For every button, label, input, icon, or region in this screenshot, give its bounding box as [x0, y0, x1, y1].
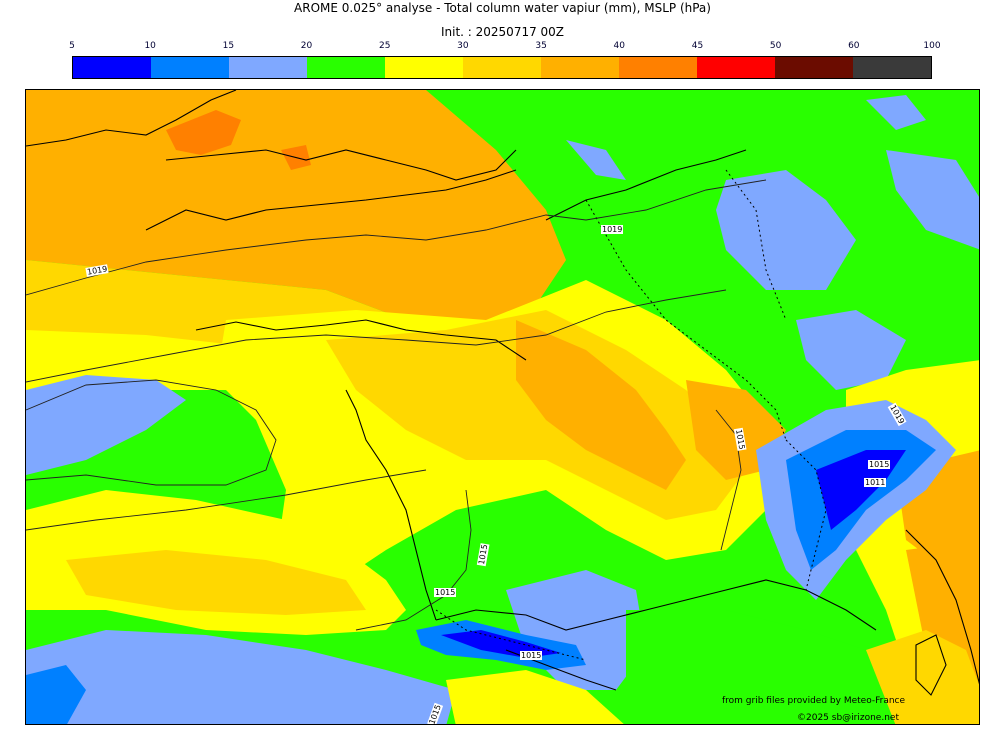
tcwv-field-35-40-northwest — [26, 90, 566, 340]
colorbar-tick-label: 15 — [222, 41, 235, 51]
data-source-credit: from grib files provided by Meteo-France — [722, 696, 906, 706]
tcwv-field-40-45-uk — [166, 110, 241, 155]
colorbar-segment — [697, 57, 775, 78]
colorbar-segment — [853, 57, 931, 78]
tcwv-field-15-20-germany — [716, 170, 856, 290]
tcwv-field-alps-deepblue — [816, 450, 906, 530]
tcwv-field-15-20-iberia — [26, 630, 456, 724]
colorbar-tick-label: 50 — [769, 41, 782, 51]
colorbar-segment — [151, 57, 229, 78]
colorbar — [72, 56, 932, 79]
colorbar-segment — [463, 57, 541, 78]
colorbar-tick-label: 35 — [535, 41, 547, 51]
colorbar-tick-label: 40 — [613, 41, 625, 51]
colorbar-tick-label: 60 — [848, 41, 860, 51]
tcwv-field-35-40-france — [516, 320, 686, 490]
tcwv-field-30-35-biscay — [66, 550, 366, 615]
tcwv-field-20-25-mediterranean — [626, 610, 886, 724]
map-canvas — [26, 90, 979, 724]
init-time: Init. : 20250717 00Z — [440, 25, 565, 39]
colorbar-tick-label: 30 — [457, 41, 469, 51]
colorbar-segment — [307, 57, 385, 78]
weather-map: 1019 1019 1019 1015 1015 1015 1015 1015 … — [25, 89, 980, 725]
isobar-label: 1015 — [520, 651, 543, 660]
colorbar-segment — [385, 57, 463, 78]
colorbar-tick-label: 20 — [300, 41, 313, 51]
colorbar-tick-label: 100 — [923, 41, 941, 51]
tcwv-field-15-20-northeast2 — [886, 150, 979, 250]
tcwv-field-15-20-northeast — [866, 95, 926, 130]
copyright-credit: ©2025 sb@irizone.net — [797, 713, 899, 723]
colorbar-segment — [619, 57, 697, 78]
colorbar-segment — [775, 57, 853, 78]
colorbar-tick-label: 45 — [691, 41, 704, 51]
map-title: AROME 0.025° analyse - Total column wate… — [294, 1, 711, 15]
tcwv-field-15-20-atlantic — [26, 375, 186, 475]
colorbar-tick-label: 25 — [378, 41, 391, 51]
tcwv-field-15-20-germany2 — [796, 310, 906, 390]
colorbar-ticks: 5 10 15 20 25 30 35 40 45 50 60 100 — [69, 41, 940, 53]
isobars — [26, 179, 767, 631]
isobar-label: 1015 — [434, 588, 457, 597]
colorbar-tick-label: 5 — [69, 41, 75, 51]
colorbar-segment — [229, 57, 307, 78]
coastlines — [26, 90, 979, 696]
tcwv-field-30-35-mediterranean-east — [866, 630, 979, 724]
tcwv-field-10-15-iberia — [26, 665, 86, 724]
colorbar-tick-label: 10 — [144, 41, 156, 51]
isobar-label: 1015 — [868, 460, 891, 469]
tcwv-field-15-20-benelux — [566, 140, 626, 180]
isobar-label: 1019 — [601, 225, 624, 234]
borders — [435, 169, 827, 661]
isobar-label: 1011 — [864, 478, 887, 487]
tcwv-field-25-30-spain-south — [446, 670, 624, 724]
colorbar-segment — [73, 57, 151, 78]
colorbar-segment — [541, 57, 619, 78]
